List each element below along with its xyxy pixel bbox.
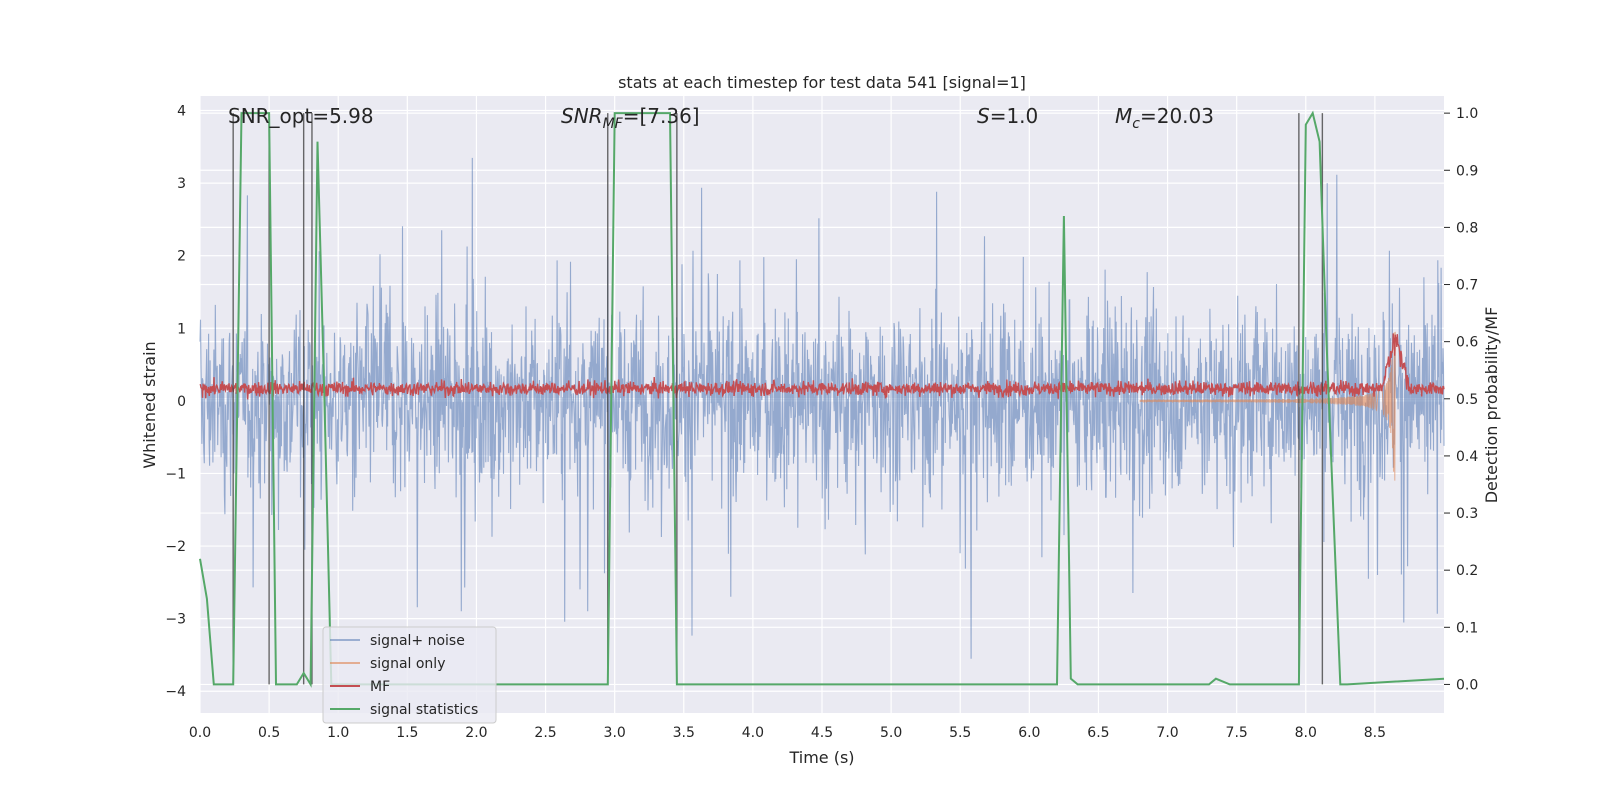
snr-mf-subscript: MF <box>603 116 624 132</box>
x-tick-label-9: 4.5 <box>811 725 833 741</box>
legend-label-signal-noise: signal+ noise <box>370 633 465 649</box>
x-tick-label-6: 3.0 <box>604 725 626 741</box>
legend-label-mf: MF <box>370 679 390 695</box>
snr-mf-label: SNR <box>561 104 603 128</box>
legend-box <box>322 626 497 724</box>
y-axis-label: Whitened strain <box>140 341 159 468</box>
x-tick-label-7: 3.5 <box>673 725 695 741</box>
y-tick-label-3: −1 <box>165 466 186 482</box>
x-axis-label: Time (s) <box>788 748 854 767</box>
y-tick-label-0: −4 <box>165 684 186 700</box>
series-signal-only <box>1139 331 1396 481</box>
y-tick-label-6: 2 <box>177 249 186 265</box>
s-label: S <box>977 104 990 128</box>
legend-label-signal-only: signal only <box>370 656 445 672</box>
x-tick-label-16: 8.0 <box>1295 725 1317 741</box>
signal-only-trace <box>1139 331 1396 481</box>
annotation-s: S=1.0 <box>977 104 1038 128</box>
y-tick-label-1: −3 <box>165 612 186 628</box>
y2-tick-label-3: 0.3 <box>1456 506 1478 522</box>
detection-vertical-lines <box>232 113 1324 685</box>
mc-label: M <box>1115 104 1132 128</box>
legend-label-signal-statistics: signal statistics <box>370 702 478 718</box>
x-tick-label-5: 2.5 <box>534 725 556 741</box>
mc-value: =20.03 <box>1140 104 1214 128</box>
x-tick-label-11: 5.5 <box>949 725 971 741</box>
x-tick-label-10: 5.0 <box>880 725 902 741</box>
y2-tick-label-5: 0.5 <box>1456 392 1478 408</box>
mf-trace <box>199 333 1445 400</box>
annotation-snr-opt: SNR_opt=5.98 <box>228 104 374 128</box>
snr-mf-value: =[7.36] <box>623 104 700 128</box>
axis-ticks: 0.0 0.5 1.0 1.5 2.0 2.5 3.0 3.5 4.0 4.5 5.0 5.5 6.0 6… <box>165 104 1478 741</box>
signal-noise-trace <box>199 157 1445 659</box>
y2-tick-label-4: 0.4 <box>1456 449 1478 465</box>
y-tick-label-5: 1 <box>177 321 186 337</box>
series-mf <box>199 333 1445 400</box>
x-tick-label-3: 1.5 <box>396 725 418 741</box>
y2-axis-label: Detection probability/MF <box>1482 307 1501 504</box>
mc-subscript: c <box>1132 116 1140 132</box>
legend: signal+ noise signal only MF signal stat… <box>322 626 497 724</box>
y2-tick-label-9: 0.9 <box>1456 163 1478 179</box>
y2-tick-label-10: 1.0 <box>1456 106 1478 122</box>
s-value: =1.0 <box>990 104 1039 128</box>
x-tick-label-0: 0.0 <box>189 725 211 741</box>
y-tick-label-8: 4 <box>177 104 186 120</box>
y-tick-label-4: 0 <box>177 394 186 410</box>
signal-statistics-trace <box>199 110 1445 688</box>
x-tick-label-2: 1.0 <box>327 725 349 741</box>
y2-tick-label-8: 0.8 <box>1456 220 1478 236</box>
annotation-mc: Mc=20.03 <box>1115 104 1214 132</box>
x-tick-label-15: 7.5 <box>1226 725 1248 741</box>
x-tick-label-13: 6.5 <box>1087 725 1109 741</box>
y2-tick-label-2: 0.2 <box>1456 563 1478 579</box>
series-signal-statistics <box>199 110 1445 688</box>
y2-tick-label-0: 0.0 <box>1456 677 1478 693</box>
x-tick-label-8: 4.0 <box>742 725 764 741</box>
x-tick-label-12: 6.0 <box>1018 725 1040 741</box>
annotation-snr-mf: SNRMF=[7.36] <box>561 104 700 132</box>
y-tick-label-7: 3 <box>177 176 186 192</box>
x-tick-label-17: 8.5 <box>1364 725 1386 741</box>
x-tick-label-14: 7.0 <box>1156 725 1178 741</box>
x-tick-label-4: 2.0 <box>465 725 487 741</box>
y2-tick-label-6: 0.6 <box>1456 335 1478 351</box>
series-signal-noise <box>199 157 1445 659</box>
chart-title: stats at each timestep for test data 541… <box>618 73 1026 92</box>
y-tick-label-2: −2 <box>165 539 186 555</box>
x-tick-label-1: 0.5 <box>258 725 280 741</box>
y2-tick-label-7: 0.7 <box>1456 278 1478 294</box>
y2-tick-label-1: 0.1 <box>1456 620 1478 636</box>
